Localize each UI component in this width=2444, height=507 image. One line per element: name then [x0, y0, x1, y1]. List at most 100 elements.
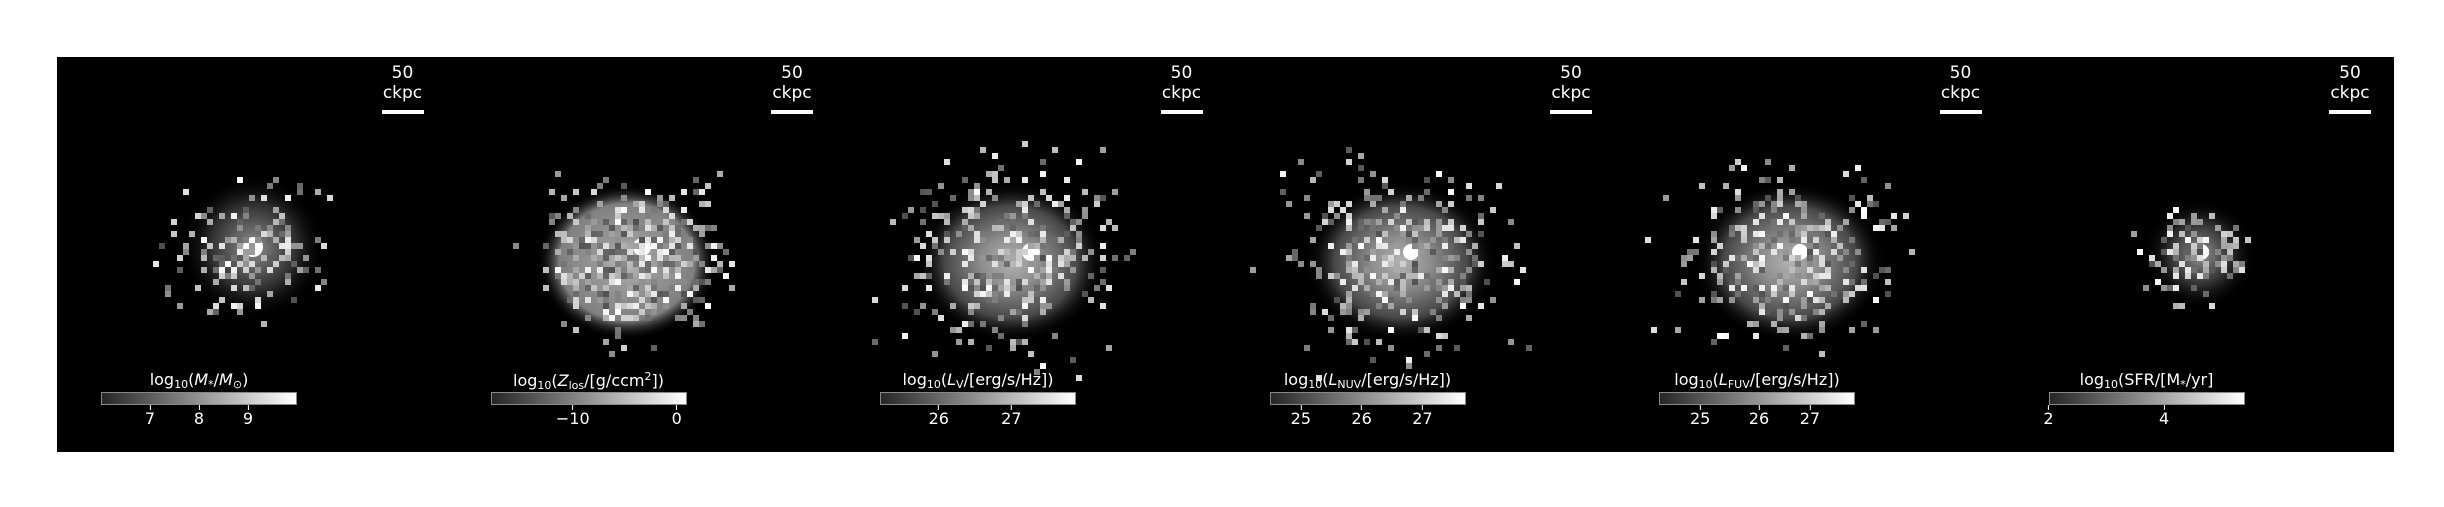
scale-bar: 50 ckpc: [1929, 63, 1993, 114]
colorbar-ticks: 25 26 27: [1270, 405, 1466, 428]
scale-bar-label: 50 ckpc: [1940, 63, 1981, 103]
colorbar-tick-mark: [1758, 405, 1760, 410]
colorbar: log10(LFUV/[erg/s/Hz]) 25 26 27: [1659, 370, 1855, 428]
colorbar-tick: 4: [2159, 405, 2169, 428]
colorbar-label: log10(LNUV/[erg/s/Hz]): [1283, 370, 1452, 391]
map-panel-metallicity: 50 ckpc log10(Zlos/[g/ccm2]) −10 0: [446, 57, 836, 452]
colorbar-tick-mark: [1809, 405, 1811, 410]
colorbar-tick: 2: [2043, 405, 2054, 428]
colorbar-ticks: 25 26 27: [1659, 405, 1855, 428]
colorbar-tick: 8: [194, 405, 204, 428]
colorbar-gradient: [880, 392, 1076, 405]
scale-bar-line: [1550, 110, 1592, 114]
colorbar-tick-mark: [2163, 405, 2165, 410]
colorbar: log10(LNUV/[erg/s/Hz]) 25 26 27: [1269, 370, 1466, 428]
colorbar-ticks: −10 0: [491, 405, 687, 428]
scale-bar-label: 50 ckpc: [1551, 63, 1591, 103]
colorbar-gradient: [2048, 392, 2245, 405]
colorbar-tick-mark: [149, 405, 151, 410]
colorbar-tick-label: 25: [1689, 409, 1711, 428]
colorbar-tick-mark: [676, 405, 678, 410]
colorbar-tick-mark: [198, 405, 200, 410]
colorbar-tick-label: 27: [1412, 409, 1433, 428]
scale-bar: 50 ckpc: [760, 63, 824, 114]
colorbar-tick-mark: [938, 405, 940, 410]
map-panel-nuv-luminosity: 50 ckpc log10(LNUV/[erg/s/Hz]) 25 26 27: [1225, 57, 1615, 452]
colorbar-label: log10(Zlos/[g/ccm2]): [513, 370, 664, 392]
scale-bar: 50 ckpc: [371, 63, 435, 114]
colorbar-gradient: [1269, 392, 1466, 405]
colorbar-tick-mark: [1361, 405, 1363, 410]
colorbar-tick-label: 27: [1799, 409, 1821, 428]
colorbar: log10(Zlos/[g/ccm2]) −10 0: [490, 370, 687, 428]
scale-bar-line: [1939, 110, 1982, 114]
scale-bar: 50 ckpc: [1539, 63, 1603, 114]
colorbar-tick: 7: [145, 405, 155, 428]
colorbar-gradient: [101, 392, 297, 405]
map-image: [2130, 199, 2255, 309]
colorbar-tick: 26: [1351, 405, 1372, 428]
colorbar: log10(LV/[erg/s/Hz]) 26 27: [880, 370, 1076, 428]
colorbar-tick-label: 4: [2159, 409, 2170, 428]
colorbar-tick-label: 25: [1290, 409, 1312, 428]
map-image: [1249, 147, 1532, 381]
colorbar-tick-mark: [1699, 405, 1701, 410]
colorbar-tick-mark: [2048, 405, 2049, 410]
colorbar-tick-label: 2: [2043, 409, 2054, 428]
colorbar-tick: 25: [1291, 405, 1311, 428]
colorbar-tick-label: −10: [555, 409, 590, 428]
colorbar-tick: 25: [1690, 405, 1710, 428]
colorbar-ticks: 26 27: [880, 405, 1076, 428]
map-panel-fuv-luminosity: 50 ckpc log10(LFUV/[erg/s/Hz]) 25 26 27: [1615, 57, 2005, 452]
colorbar-tick-mark: [1300, 405, 1302, 410]
map-image: [872, 141, 1136, 381]
scale-bar-label: 50 ckpc: [1161, 63, 1202, 103]
scale-bar-label: 50 ckpc: [2330, 63, 2370, 103]
colorbar-tick-label: 26: [928, 409, 949, 428]
colorbar-tick-mark: [1421, 405, 1423, 410]
colorbar-tick: 0: [672, 405, 682, 428]
colorbar-tick-label: 8: [193, 409, 205, 428]
map-image: [153, 175, 333, 327]
colorbar-label: log10(SFR/[M*/yr]: [2079, 370, 2214, 391]
colorbar-tick: −10: [556, 405, 590, 428]
colorbar-tick-label: 0: [671, 409, 682, 428]
colorbar-gradient: [490, 392, 687, 405]
colorbar: log10(M*/M⊙) 7 8 9: [101, 370, 297, 428]
scale-bar-line: [1160, 110, 1203, 114]
image-strip: 50 ckpc log10(M*/M⊙) 7 8 9 50 ckpc log10(Z…: [57, 57, 2394, 452]
map-panel-stellar-mass: 50 ckpc log10(M*/M⊙) 7 8 9: [57, 57, 447, 452]
colorbar-tick: 26: [929, 405, 949, 428]
colorbar-ticks: 7 8 9: [101, 405, 297, 428]
colorbar-tick: 26: [1749, 405, 1769, 428]
colorbar-tick-label: 27: [1001, 409, 1022, 428]
colorbar-tick-mark: [247, 405, 249, 410]
colorbar-tick-mark: [1010, 405, 1012, 410]
colorbar-gradient: [1659, 392, 1855, 405]
colorbar-tick: 27: [1412, 405, 1433, 428]
map-image: [512, 171, 735, 357]
scale-bar: 50 ckpc: [1150, 63, 1214, 114]
colorbar-label: log10(LFUV/[erg/s/Hz]): [1674, 370, 1840, 391]
colorbar-tick-label: 9: [242, 409, 254, 428]
scale-bar-label: 50 ckpc: [382, 63, 423, 103]
colorbar-label: log10(LV/[erg/s/Hz]): [902, 370, 1054, 391]
scale-bar-label: 50 ckpc: [772, 63, 812, 103]
colorbar-tick: 9: [243, 405, 253, 428]
colorbar-label: log10(M*/M⊙): [149, 370, 249, 391]
colorbar-tick-label: 26: [1351, 409, 1372, 428]
colorbar-tick-label: 26: [1748, 409, 1770, 428]
colorbar-tick-mark: [572, 405, 574, 410]
scale-bar: 50 ckpc: [2318, 63, 2382, 114]
map-panel-v-band-luminosity: 50 ckpc log10(LV/[erg/s/Hz]) 26 27: [836, 57, 1226, 452]
colorbar-tick: 27: [1001, 405, 1021, 428]
colorbar-tick: 27: [1800, 405, 1820, 428]
scale-bar-line: [381, 110, 424, 114]
scale-bar-line: [771, 110, 813, 114]
map-image: [1645, 159, 1915, 357]
scale-bar-line: [2329, 110, 2371, 114]
colorbar-tick-label: 7: [144, 409, 156, 428]
